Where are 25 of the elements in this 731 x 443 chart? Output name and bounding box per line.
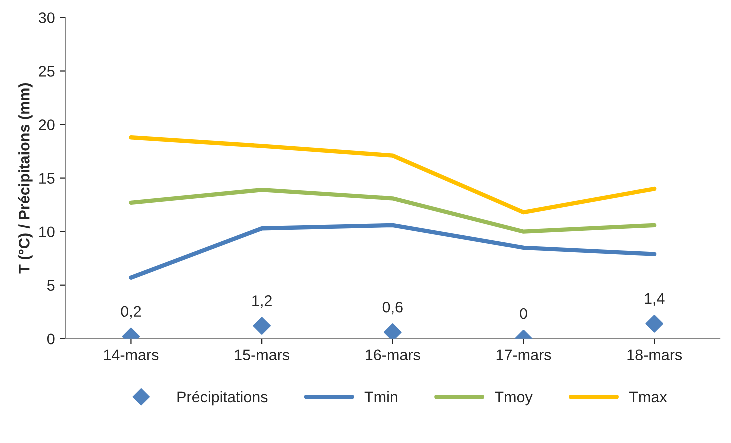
x-tick-label: 14-mars — [104, 350, 159, 361]
y-tick-label: 5 — [47, 280, 55, 292]
y-tick-label: 15 — [40, 173, 55, 184]
data-label: 0,6 — [382, 302, 403, 315]
legend-label: Tmin — [364, 391, 398, 402]
x-tick-label: 15-mars — [235, 350, 290, 361]
legend-label: Tmax — [629, 392, 668, 403]
legend-label: Précipitations — [178, 391, 268, 406]
line-series — [129, 136, 657, 215]
y-tick-label: 10 — [40, 226, 55, 238]
legend-label: Tmoy — [495, 392, 533, 406]
x-tick-label: 17-mars — [496, 350, 552, 361]
y-tick-label: 20 — [39, 120, 55, 130]
x-tick-label: 16-mars — [366, 350, 420, 361]
line-series — [129, 223, 657, 280]
y-tick-label: 30 — [38, 12, 55, 24]
data-label: 1,4 — [645, 294, 665, 306]
data-label: 0 — [520, 308, 528, 320]
x-tick-label: 18-mars — [628, 350, 682, 361]
y-axis-title: T (°C) / Précipitaions (mm) — [18, 83, 33, 274]
data-label: 0,2 — [121, 306, 142, 319]
data-label: 1,2 — [252, 296, 272, 308]
y-tick-label: 0 — [47, 334, 55, 345]
y-tick-label: 25 — [39, 66, 55, 77]
line-series — [129, 188, 657, 234]
